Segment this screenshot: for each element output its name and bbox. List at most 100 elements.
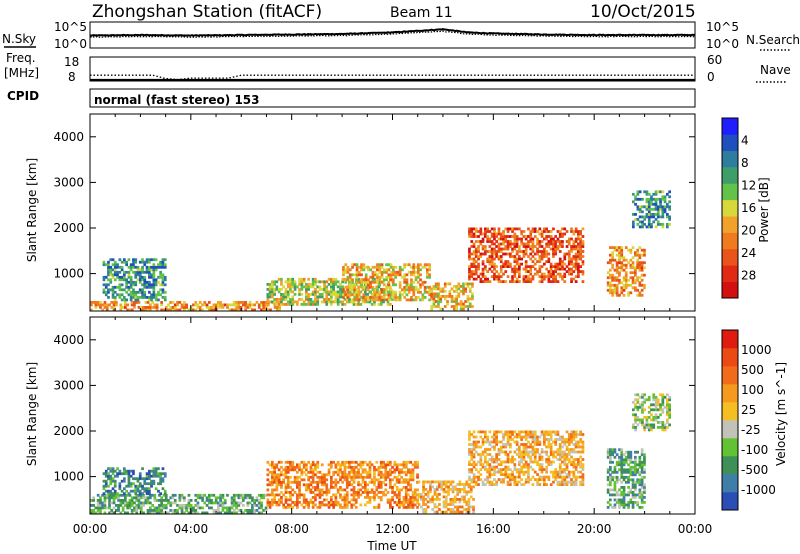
heatmap-cell [497,470,501,474]
heatmap-cell [435,495,439,499]
heatmap-cell [148,265,151,269]
heatmap-cell [389,506,392,509]
heatmap-cell [421,293,425,297]
heatmap-cell [367,265,370,269]
heatmap-cell [336,503,340,507]
heatmap-cell [119,504,123,507]
heatmap-cell [481,267,485,271]
heatmap-cell [520,455,523,459]
heatmap-cell [518,450,521,454]
heatmap-cell [545,470,548,474]
heatmap-cell [509,468,512,471]
heatmap-cell [291,493,295,497]
heatmap-cell [479,435,483,439]
heatmap-cell [622,463,626,467]
heatmap-cell [343,463,347,467]
heatmap-cell [666,213,669,216]
heatmap-cell [257,501,261,505]
heatmap-cell [330,483,333,487]
heatmap-cell [574,463,578,466]
heatmap-cell [515,435,519,439]
heatmap-cell [113,492,117,496]
heatmap-cell [470,232,474,236]
heatmap-cell [244,496,247,500]
heatmap-cell [504,453,508,456]
heatmap-cell [316,298,320,301]
heatmap-cell [656,205,660,209]
heatmap-cell [629,453,633,457]
heatmap-cell [490,270,494,273]
heatmap-cell [549,272,553,276]
heatmap-cell [611,278,614,282]
heatmap-cell [529,232,533,236]
heatmap-cell [656,400,660,404]
heatmap-cell [148,273,151,277]
heatmap-cell [136,298,140,302]
heatmap-cell [490,435,494,439]
heatmap-cell [111,487,115,491]
heatmap-cell [136,487,140,491]
heatmap-cell [609,453,612,457]
heatmap-cell [432,300,436,303]
heatmap-cell [171,511,175,515]
heatmap-cell [343,503,347,507]
heatmap-cell [373,468,376,472]
heatmap-cell [504,262,508,266]
heatmap-cell [538,465,542,469]
heatmap-cell [160,301,163,304]
heatmap-cell [438,493,441,496]
heatmap-cell [538,483,542,486]
heatmap-cell [387,283,391,287]
heatmap-cell [536,260,539,263]
heatmap-cell [257,303,261,307]
heatmap-cell [641,225,644,229]
heatmap-cell [271,475,274,479]
heatmap-cell [134,298,138,302]
heatmap-cell [291,285,295,289]
heatmap-cell [280,283,283,286]
heatmap-cell [173,303,177,307]
heatmap-cell [552,245,555,248]
heatmap-cell [405,293,409,297]
heatmap-cell [458,490,462,494]
heatmap-cell [393,463,397,467]
heatmap-cell [547,277,551,281]
heatmap-cell [524,445,528,449]
heatmap-cell [146,509,150,512]
heatmap-cell [90,303,93,307]
colorbar-segment [722,420,738,439]
heatmap-cell [622,498,626,502]
heatmap-cell [387,285,391,289]
cpid-label: CPID [7,89,39,103]
heatmap-cell [613,498,617,502]
colorbar-segment [722,384,738,403]
heatmap-cell [536,250,539,253]
heatmap-cell [150,273,153,277]
heatmap-cell [196,504,200,507]
heatmap-cell [145,268,149,272]
heatmap-cell [296,483,299,487]
heatmap-cell [171,509,175,512]
heatmap-cell [344,268,348,272]
heatmap-cell [291,480,295,484]
heatmap-cell [527,473,530,476]
heatmap-cell [368,498,372,502]
heatmap-cell [370,496,374,499]
heatmap-cell [464,282,467,286]
heatmap-cell [421,298,425,302]
heatmap-cell [561,455,564,459]
colorbar-tick-label: 16 [741,201,756,215]
heatmap-cell [522,242,526,246]
heatmap-cell [198,506,202,510]
heatmap-cell [167,303,170,307]
heatmap-cell [268,470,272,474]
heatmap-cell [497,468,501,471]
heatmap-cell [242,511,245,515]
heatmap-cell [341,303,344,306]
heatmap-cell [357,303,360,306]
heatmap-cell [284,475,288,479]
heatmap-cell [422,485,425,489]
heatmap-cell [558,468,562,471]
heatmap-cell [327,470,331,474]
heatmap-cell [154,278,158,282]
